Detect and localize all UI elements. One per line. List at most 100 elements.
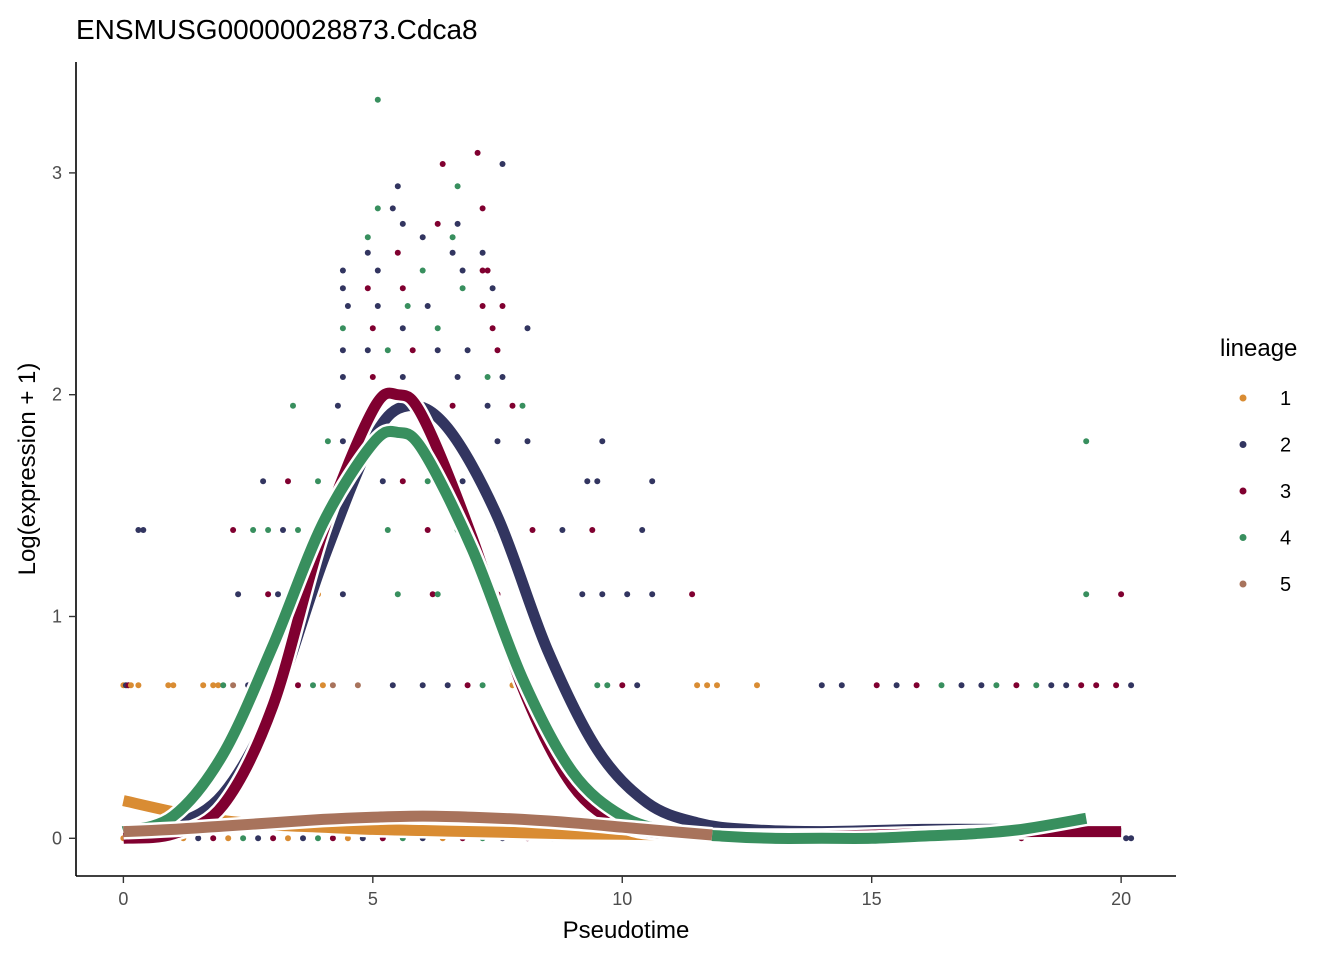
- data-point: [240, 835, 247, 842]
- data-point: [319, 682, 326, 689]
- data-point: [260, 478, 267, 485]
- legend-label-2: 2: [1280, 435, 1291, 457]
- x-tick-label: 15: [862, 889, 882, 909]
- data-point: [215, 682, 222, 689]
- data-point: [439, 161, 446, 167]
- data-point: [818, 682, 825, 689]
- data-point: [838, 682, 845, 689]
- data-point: [594, 682, 601, 689]
- data-point: [374, 303, 381, 309]
- data-point: [394, 591, 401, 598]
- data-point: [754, 682, 760, 689]
- data-point: [479, 682, 486, 689]
- data-point: [444, 682, 451, 689]
- data-point: [499, 303, 506, 309]
- data-point: [1033, 682, 1040, 689]
- data-point: [419, 234, 426, 241]
- curve-lineage-4: [121, 425, 1088, 844]
- data-point: [459, 267, 466, 274]
- data-point: [424, 303, 431, 309]
- data-point: [424, 478, 431, 485]
- data-point: [399, 325, 406, 332]
- data-point: [404, 303, 411, 309]
- data-point: [479, 205, 486, 212]
- data-point: [374, 267, 381, 274]
- data-point: [524, 325, 531, 332]
- curve-lineage-5: [123, 810, 713, 841]
- x-axis-title: Pseudotime: [563, 917, 690, 944]
- data-point: [913, 682, 920, 689]
- data-point: [1123, 835, 1130, 842]
- data-point: [285, 478, 291, 485]
- data-point: [399, 478, 406, 485]
- data-point: [339, 347, 346, 354]
- chart-title: ENSMUSG00000028873.Cdca8: [76, 14, 478, 45]
- data-point: [230, 682, 237, 689]
- legend-label-1: 1: [1280, 388, 1291, 410]
- data-point: [339, 285, 346, 292]
- x-tick-label: 0: [118, 889, 128, 909]
- data-point: [704, 682, 711, 689]
- data-point: [579, 591, 586, 598]
- data-point: [339, 591, 346, 598]
- data-point: [694, 682, 701, 689]
- data-point: [339, 438, 346, 445]
- y-axis-title: Log(expression + 1): [14, 363, 41, 576]
- data-point: [499, 161, 506, 167]
- data-point: [364, 347, 371, 354]
- data-point: [479, 249, 486, 256]
- data-point: [379, 478, 386, 485]
- data-point: [210, 682, 217, 689]
- points-layer: [120, 96, 1135, 842]
- y-tick-label: 1: [52, 606, 62, 626]
- data-point: [479, 303, 486, 309]
- data-point: [873, 682, 880, 689]
- data-point: [649, 478, 656, 485]
- x-tick-label: 20: [1111, 889, 1131, 909]
- data-point: [220, 682, 227, 689]
- data-point: [1128, 682, 1135, 689]
- data-point: [394, 183, 401, 190]
- data-point: [449, 249, 456, 256]
- data-point: [449, 234, 456, 241]
- data-point: [419, 267, 426, 274]
- data-point: [364, 234, 371, 241]
- data-point: [494, 347, 501, 354]
- legend-key-5: [1239, 580, 1247, 588]
- data-point: [275, 591, 281, 598]
- data-point: [210, 835, 217, 842]
- data-point: [509, 402, 516, 409]
- data-point: [689, 591, 696, 598]
- data-point: [165, 682, 172, 689]
- data-point: [324, 438, 331, 445]
- data-point: [649, 591, 656, 598]
- data-point: [1118, 591, 1125, 598]
- legend-key-2: [1239, 441, 1247, 448]
- data-point: [594, 478, 601, 485]
- data-point: [1093, 682, 1100, 689]
- data-point: [344, 303, 351, 309]
- data-point: [454, 374, 461, 380]
- data-point: [464, 347, 471, 354]
- data-point: [235, 591, 242, 598]
- data-point: [624, 591, 631, 598]
- data-point: [454, 183, 461, 190]
- data-point: [599, 438, 606, 445]
- legend-key-1: [1239, 394, 1247, 402]
- legend-key-4: [1239, 534, 1247, 541]
- data-point: [394, 249, 401, 256]
- data-point: [484, 267, 491, 274]
- data-point: [329, 835, 336, 842]
- data-point: [290, 402, 296, 409]
- y-tick-label: 2: [52, 385, 62, 405]
- data-point: [479, 267, 486, 274]
- data-point: [369, 325, 376, 332]
- data-point: [1078, 682, 1085, 689]
- x-tick-label: 5: [368, 889, 378, 909]
- data-point: [270, 835, 277, 842]
- data-point: [938, 682, 945, 689]
- data-point: [399, 285, 406, 292]
- data-point: [484, 374, 491, 380]
- legend-label-3: 3: [1280, 481, 1291, 503]
- data-point: [424, 527, 431, 533]
